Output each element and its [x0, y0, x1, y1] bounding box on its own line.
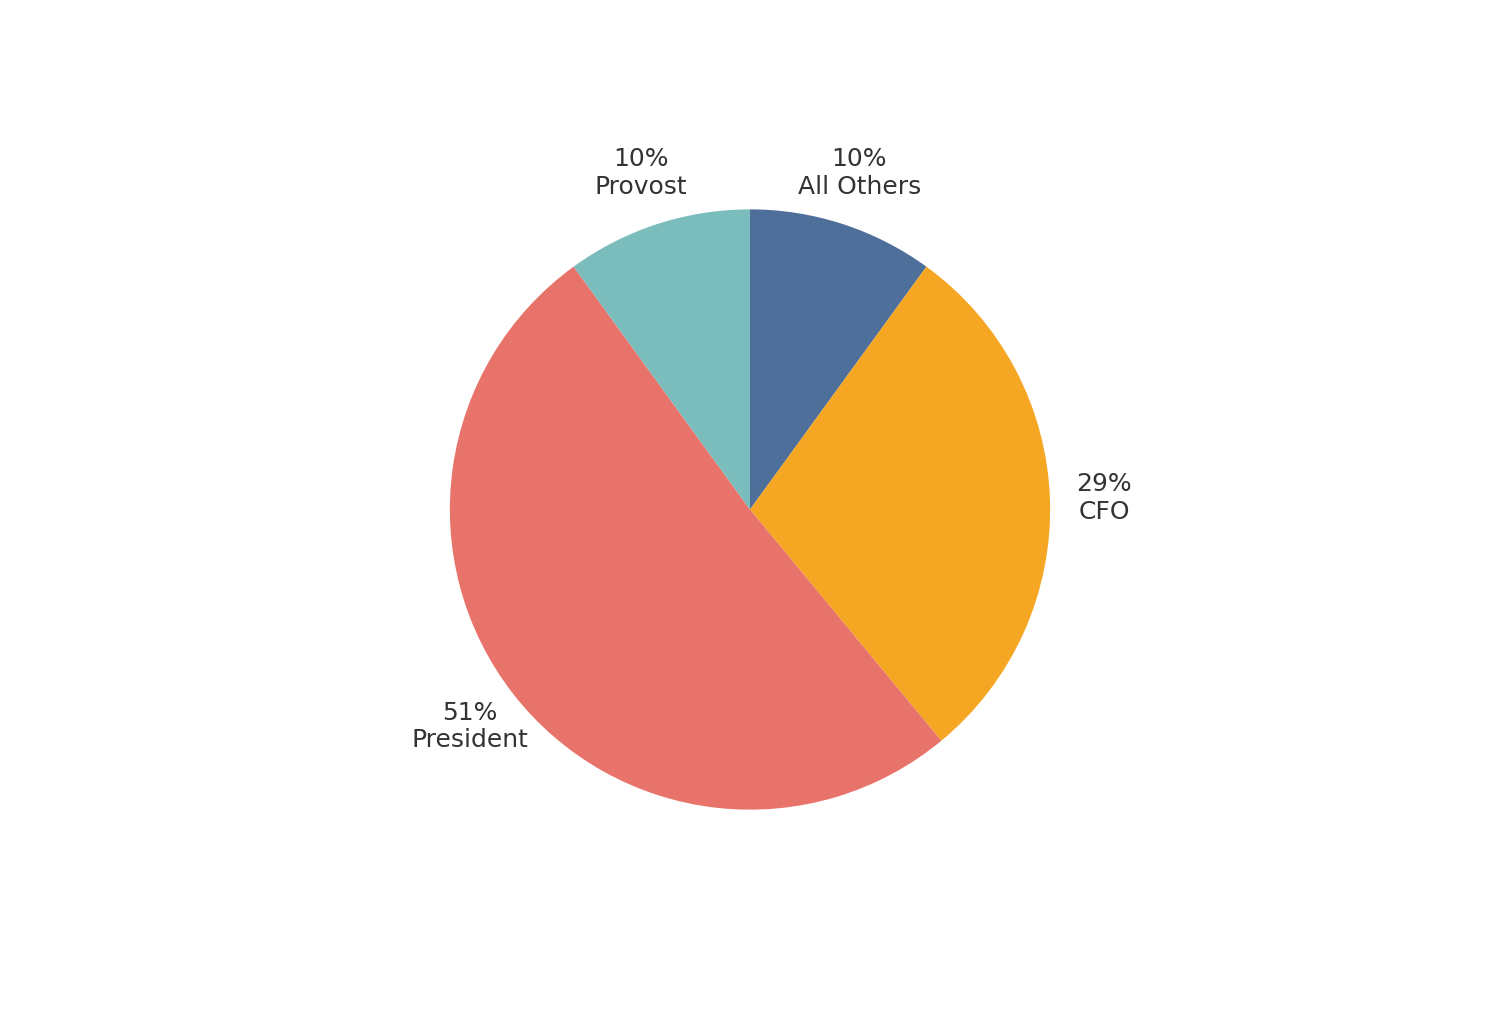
Wedge shape: [750, 209, 927, 510]
Text: 29%
CFO: 29% CFO: [1076, 473, 1132, 524]
Text: 10%
Provost: 10% Provost: [594, 147, 687, 199]
Text: 51%
President: 51% President: [411, 701, 528, 752]
Wedge shape: [573, 209, 750, 510]
Text: 10%
All Others: 10% All Others: [798, 147, 921, 199]
Wedge shape: [750, 267, 1050, 741]
Wedge shape: [450, 267, 942, 810]
